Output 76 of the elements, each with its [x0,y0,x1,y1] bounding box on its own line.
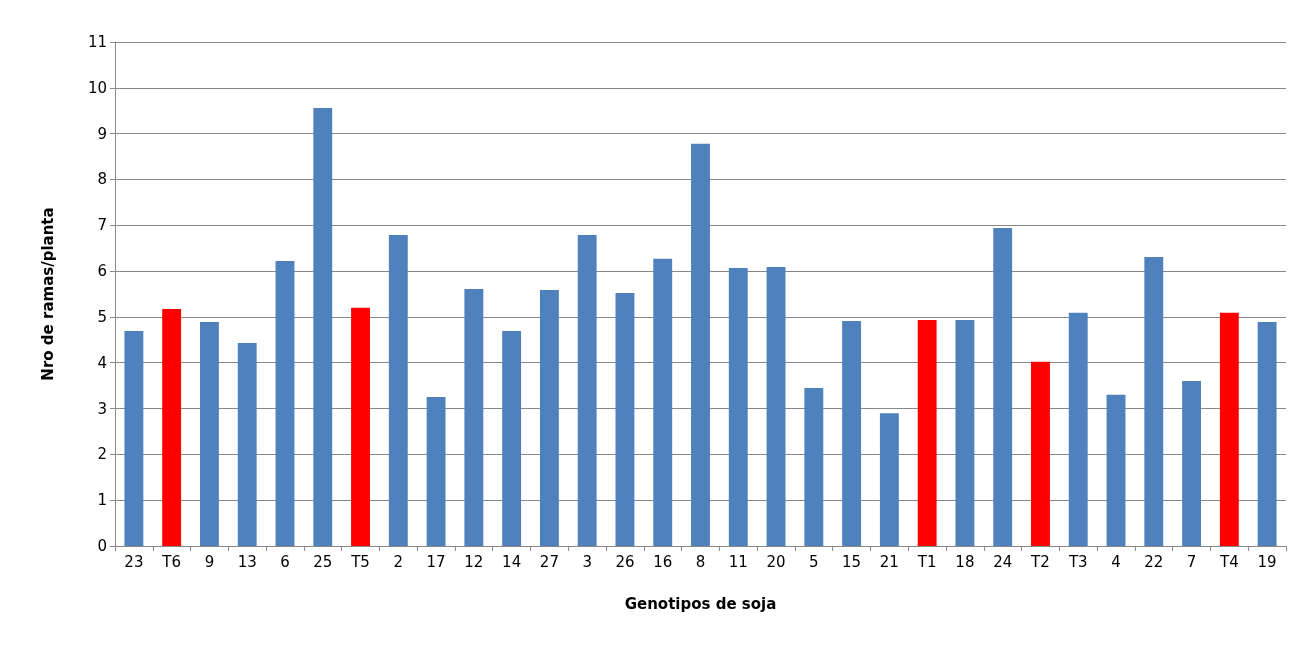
x-axis-title: Genotipos de soja [624,594,777,613]
x-tick-label: 16 [653,552,673,571]
y-tick-label: 10 [87,78,107,97]
bar [1219,312,1239,546]
x-tick-label: 24 [993,552,1013,571]
bar [615,293,635,546]
bar [1182,381,1202,546]
y-tick-label: 9 [97,124,107,143]
bar [388,234,408,546]
x-tick-label: 19 [1257,552,1277,571]
bar [804,387,824,546]
x-tick-label: 26 [615,552,635,571]
y-tick-label: 4 [97,353,107,372]
y-tick-label: 1 [97,491,107,510]
bar [577,234,597,546]
x-tick-label: T4 [1218,552,1239,571]
x-tick-label: 13 [237,552,257,571]
x-tick-label: 11 [728,552,748,571]
x-tick-label: 3 [582,552,592,571]
x-tick-label: 2 [393,552,404,571]
bar [955,320,975,546]
x-tick-label: 5 [809,552,819,571]
bar [1068,312,1088,546]
x-tick-label: 20 [766,552,786,571]
bar [313,107,333,546]
y-tick-label: 5 [97,307,107,326]
x-tick-label: 14 [502,552,522,571]
y-axis-title: Nro de ramas/planta [38,207,57,381]
x-tick-label: 12 [464,552,484,571]
bar [993,228,1013,546]
bar [275,261,295,546]
y-tick-label: 3 [97,399,107,418]
x-tick-label: 27 [539,552,559,571]
x-tick-label: 23 [124,552,144,571]
bar [917,320,937,546]
x-tick-label: T2 [1030,552,1050,571]
bar [1257,321,1277,546]
y-tick-label: 8 [97,170,107,189]
x-tick-label: 7 [1186,552,1197,571]
x-tick-label: 21 [879,552,899,571]
x-tick-label: T3 [1067,552,1088,571]
bar [162,309,182,546]
bar [1144,256,1164,546]
bar [426,397,446,546]
bar [879,413,899,546]
bar [1106,394,1126,546]
y-tick-label: 6 [97,262,107,281]
bar [351,307,370,546]
x-tick-label: 22 [1144,552,1164,571]
x-tick-label: T1 [916,552,937,571]
x-tick-label: 25 [313,552,333,571]
bar [237,343,257,546]
x-tick-label: 18 [955,552,975,571]
x-tick-label: 6 [280,552,290,571]
bar [691,143,710,546]
y-tick-label: 2 [97,445,107,464]
x-tick-label: 15 [842,552,862,571]
bar [464,288,484,546]
bar [842,321,862,546]
x-tick-label: T5 [350,552,370,571]
y-tick-label: 7 [97,216,107,235]
bar [653,258,673,546]
bar [539,289,559,546]
y-tick-label: 11 [87,33,107,51]
bar [1031,361,1050,546]
bar [502,331,522,546]
y-tick-label: 0 [97,537,107,555]
x-tick-label: 17 [426,552,446,571]
bar [728,267,748,546]
x-tick-label: 4 [1111,552,1121,571]
x-tick-label: 8 [695,552,706,571]
bar [766,266,786,546]
bar [199,321,219,546]
bar [124,331,144,546]
x-tick-label: T6 [161,552,182,571]
x-tick-label: 9 [204,552,215,571]
